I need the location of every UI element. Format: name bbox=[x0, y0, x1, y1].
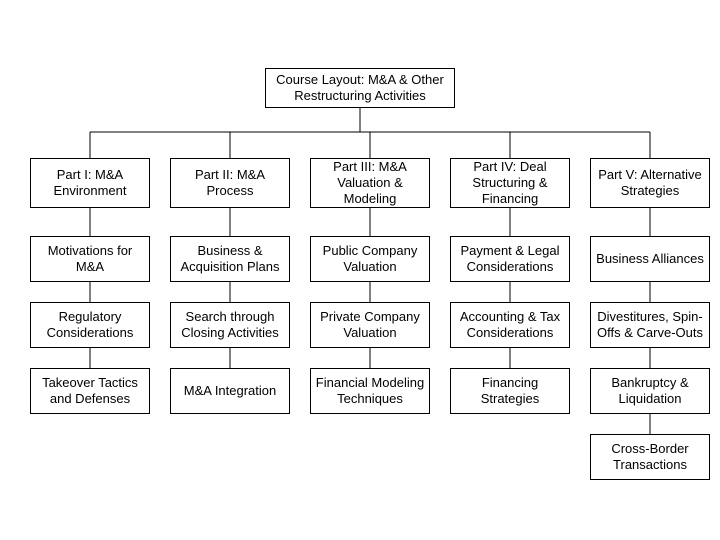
part-box-2-label: Part III: M&A Valuation & Modeling bbox=[315, 159, 425, 208]
item-box-0-0-label: Motivations for M&A bbox=[35, 243, 145, 276]
part-box-0-label: Part I: M&A Environment bbox=[35, 167, 145, 200]
item-box-1-2-label: M&A Integration bbox=[184, 383, 277, 399]
part-box-0: Part I: M&A Environment bbox=[30, 158, 150, 208]
part-box-3: Part IV: Deal Structuring & Financing bbox=[450, 158, 570, 208]
item-box-2-1-label: Private Company Valuation bbox=[315, 309, 425, 342]
item-box-0-1: Regulatory Considerations bbox=[30, 302, 150, 348]
item-box-1-0-label: Business & Acquisition Plans bbox=[175, 243, 285, 276]
item-box-2-2-label: Financial Modeling Techniques bbox=[315, 375, 425, 408]
part-box-4-label: Part V: Alternative Strategies bbox=[595, 167, 705, 200]
item-box-4-1: Divestitures, Spin-Offs & Carve-Outs bbox=[590, 302, 710, 348]
title-box: Course Layout: M&A & Other Restructuring… bbox=[265, 68, 455, 108]
part-box-1: Part II: M&A Process bbox=[170, 158, 290, 208]
item-box-0-2: Takeover Tactics and Defenses bbox=[30, 368, 150, 414]
item-box-4-0: Business Alliances bbox=[590, 236, 710, 282]
item-box-3-0: Payment & Legal Considerations bbox=[450, 236, 570, 282]
item-box-2-1: Private Company Valuation bbox=[310, 302, 430, 348]
part-box-2: Part III: M&A Valuation & Modeling bbox=[310, 158, 430, 208]
item-box-3-2-label: Financing Strategies bbox=[455, 375, 565, 408]
item-box-1-1: Search through Closing Activities bbox=[170, 302, 290, 348]
item-box-1-0: Business & Acquisition Plans bbox=[170, 236, 290, 282]
item-box-4-2: Bankruptcy & Liquidation bbox=[590, 368, 710, 414]
item-box-2-0-label: Public Company Valuation bbox=[315, 243, 425, 276]
item-box-3-0-label: Payment & Legal Considerations bbox=[455, 243, 565, 276]
part-box-4: Part V: Alternative Strategies bbox=[590, 158, 710, 208]
title-box-label: Course Layout: M&A & Other Restructuring… bbox=[270, 72, 450, 105]
item-box-2-0: Public Company Valuation bbox=[310, 236, 430, 282]
item-box-4-3-label: Cross-Border Transactions bbox=[595, 441, 705, 474]
item-box-0-1-label: Regulatory Considerations bbox=[35, 309, 145, 342]
item-box-3-1: Accounting & Tax Considerations bbox=[450, 302, 570, 348]
item-box-0-0: Motivations for M&A bbox=[30, 236, 150, 282]
item-box-1-2: M&A Integration bbox=[170, 368, 290, 414]
item-box-2-2: Financial Modeling Techniques bbox=[310, 368, 430, 414]
part-box-1-label: Part II: M&A Process bbox=[175, 167, 285, 200]
item-box-4-2-label: Bankruptcy & Liquidation bbox=[595, 375, 705, 408]
part-box-3-label: Part IV: Deal Structuring & Financing bbox=[455, 159, 565, 208]
item-box-4-0-label: Business Alliances bbox=[596, 251, 704, 267]
item-box-4-3: Cross-Border Transactions bbox=[590, 434, 710, 480]
item-box-3-1-label: Accounting & Tax Considerations bbox=[455, 309, 565, 342]
item-box-0-2-label: Takeover Tactics and Defenses bbox=[35, 375, 145, 408]
item-box-4-1-label: Divestitures, Spin-Offs & Carve-Outs bbox=[595, 309, 705, 342]
item-box-1-1-label: Search through Closing Activities bbox=[175, 309, 285, 342]
item-box-3-2: Financing Strategies bbox=[450, 368, 570, 414]
